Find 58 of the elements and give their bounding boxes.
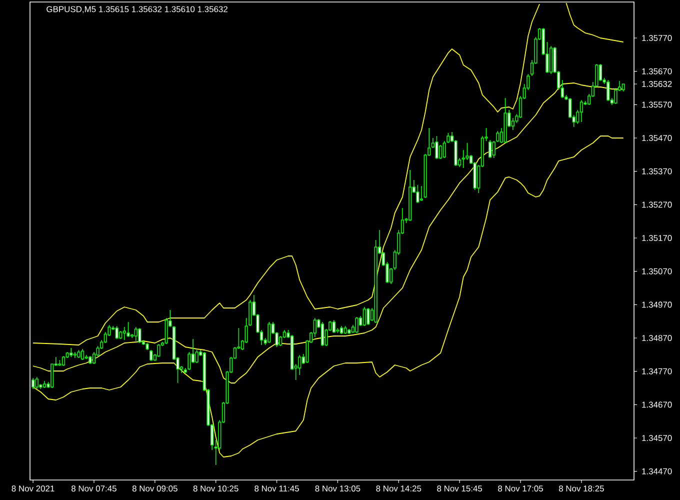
y-tick-label: 1.35670 [642,68,672,74]
y-tick-label: 1.34570 [642,435,672,441]
candlestick [439,144,442,160]
candlestick [606,80,610,102]
candlestick [81,348,84,360]
y-tick-label: 1.35370 [642,168,672,174]
candlestick [268,322,271,344]
candlestick [50,364,54,388]
y-tick-label: 1.35632 [642,81,672,87]
x-tick-label: 8 Nov 14:25 [376,486,422,492]
y-tick-label: 1.35470 [642,135,672,141]
y-tick-label: 1.35070 [642,268,672,274]
x-tick-label: 8 Nov 2021 [12,486,54,492]
y-tick-label: 1.35270 [642,202,672,208]
candlestick [122,326,126,340]
y-tick-label: 1.35570 [642,102,672,108]
x-tick-label: 8 Nov 13:05 [315,486,360,492]
candlestick [62,356,66,366]
candlestick [188,352,191,370]
candlestick [320,322,324,346]
candlestick [150,350,153,362]
candlestick [332,320,336,334]
y-tick-label: 1.34970 [642,302,672,308]
candlestick [157,344,160,358]
y-tick-label: 1.34470 [642,468,672,474]
candlestick [580,100,583,122]
candlestick [568,98,572,118]
chart-title: GBPUSD,M5 1.35615 1.35632 1.35610 1.35632 [46,6,228,14]
candlestick [279,336,282,346]
candlestick [195,350,198,364]
candlestick [362,306,366,326]
x-tick-label: 8 Nov 15:45 [437,486,482,492]
y-tick-label: 1.34670 [642,402,672,408]
x-tick-label: 8 Nov 09:05 [132,486,178,492]
y-tick-label: 1.34870 [642,335,672,341]
candlestick [35,376,38,390]
line-series [32,82,624,384]
candlestick [366,308,370,326]
candlestick [115,326,118,340]
candlestick [138,328,142,344]
y-tick-label: 1.35170 [642,235,672,241]
candlestick [134,326,138,342]
candlestick [126,322,130,338]
candlestick [92,352,96,364]
x-tick-label: 8 Nov 17:05 [498,486,543,492]
candlestick [462,150,465,168]
candlestick [389,268,393,284]
x-tick-label: 8 Nov 07:45 [72,486,116,492]
candlestick [420,186,424,202]
x-tick-label: 8 Nov 11:45 [254,486,299,492]
candlestick [355,316,358,334]
candlestick [488,140,492,158]
candlestick [435,136,438,160]
y-tick-label: 1.34770 [642,368,672,374]
y-tick-label: 1.35770 [642,35,672,41]
x-tick-label: 8 Nov 18:25 [559,486,604,492]
candlestick [298,354,302,376]
x-tick-label: 8 Nov 10:25 [193,486,238,492]
